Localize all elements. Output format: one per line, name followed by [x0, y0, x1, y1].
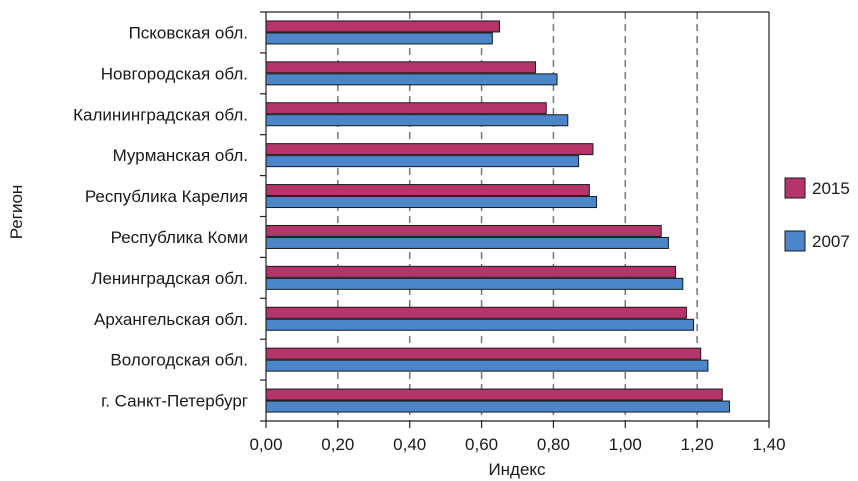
category-label: Архангельская обл.	[94, 310, 248, 329]
bar-2015	[265, 388, 723, 401]
x-tick-label: 0,40	[393, 435, 426, 454]
bar-2015	[265, 143, 594, 156]
category-label: Мурманская обл.	[113, 146, 248, 165]
bar-2007	[265, 236, 669, 249]
legend-swatch-2015	[784, 177, 806, 199]
x-tick-label: 0,20	[321, 435, 354, 454]
bar-2015	[265, 347, 702, 360]
category-label: Вологодская обл.	[110, 351, 248, 370]
legend-swatch-2007	[784, 230, 806, 252]
x-tick-label: 0,00	[249, 435, 282, 454]
bar-2007	[265, 318, 695, 331]
bar-2015	[265, 306, 687, 319]
category-label: Республика Карелия	[85, 187, 248, 206]
x-tick-label: 1,20	[681, 435, 714, 454]
bar-2007	[265, 114, 569, 127]
legend-label-2015: 2015	[812, 179, 850, 198]
category-labels: Псковская обл. Новгородская обл. Калинингр…	[73, 23, 248, 410]
category-label: г. Санкт-Петербург	[101, 392, 248, 411]
bar-2007	[265, 32, 493, 45]
category-label: Республика Коми	[111, 228, 248, 247]
axes	[260, 11, 770, 422]
bar-2007	[265, 359, 709, 372]
x-tick-label: 1,00	[609, 435, 642, 454]
x-ticks: 0,00 0,20 0,40 0,60 0,80 1,00 1,20 1,40	[249, 421, 786, 454]
bar-2007	[265, 155, 580, 168]
category-label: Псковская обл.	[129, 23, 248, 42]
y-axis-title: Регион	[7, 185, 26, 240]
category-label: Калининградская обл.	[73, 105, 248, 124]
bar-2007	[265, 73, 558, 86]
bar-2015	[265, 224, 662, 237]
bar-2015	[265, 265, 677, 278]
bar-2015	[265, 61, 536, 74]
legend-label-2007: 2007	[812, 232, 850, 251]
x-tick-label: 0,80	[537, 435, 570, 454]
bar-2007	[265, 277, 684, 290]
category-label: Новгородская обл.	[101, 64, 248, 83]
bar-2015	[265, 102, 547, 115]
legend: 2015 2007	[784, 177, 850, 252]
x-axis-title: Индекс	[488, 460, 546, 479]
x-tick-label: 1,40	[752, 435, 785, 454]
bar-2015	[265, 184, 590, 197]
bar-2007	[265, 196, 598, 209]
bar-2015	[265, 20, 501, 33]
category-label: Ленинградская обл.	[91, 269, 248, 288]
x-tick-label: 0,60	[465, 435, 498, 454]
bars	[265, 20, 730, 413]
bar-2007	[265, 400, 730, 413]
